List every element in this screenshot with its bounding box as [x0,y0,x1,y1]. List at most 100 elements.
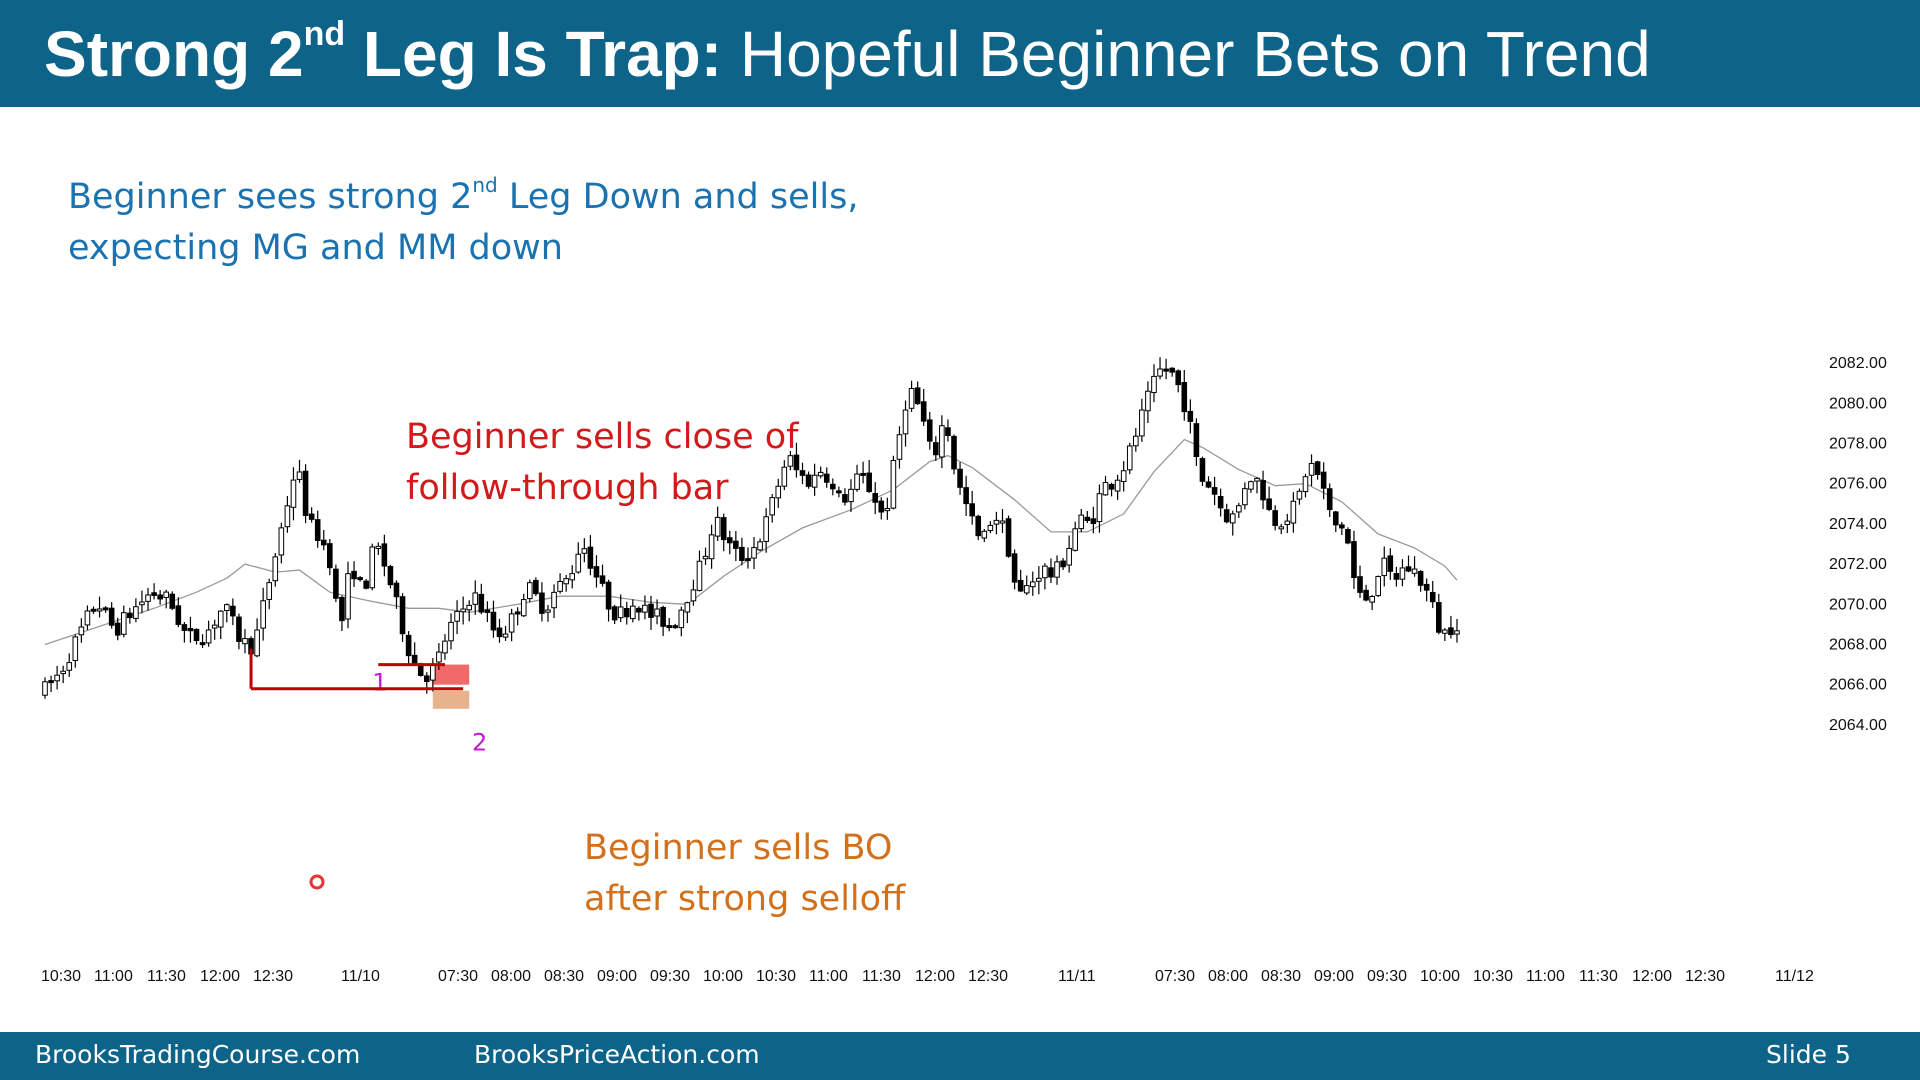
x-tick-label: 08:00 [1208,968,1248,985]
bear-bar [314,519,321,541]
candle [987,521,994,534]
candle [1248,480,1254,493]
bull-bar [890,459,897,509]
candle [296,459,303,483]
candle [278,522,285,564]
bull-bar [1145,390,1151,412]
bear-bar [1448,627,1454,636]
bull-bar [1229,513,1236,524]
bull-bar [684,602,691,613]
candle [1411,556,1418,577]
y-tick-label: 2076.00 [1829,476,1887,493]
candle [411,642,418,666]
candle [787,451,794,471]
bear-bar [1060,560,1066,568]
candle [793,442,800,478]
candle [157,590,163,605]
candle [860,461,866,484]
bear-bar [672,625,679,629]
candle [181,621,188,643]
bear-bar [1169,367,1175,373]
bull-bar [1411,568,1418,574]
candle [1120,461,1127,492]
candle [969,490,975,525]
candle [72,634,79,668]
candle [817,466,824,479]
moving-average-layer [44,438,1458,646]
x-tick-label: 11:00 [1526,968,1565,985]
candle [957,462,963,495]
bear-bar [193,628,200,642]
bear-bar [108,607,115,626]
candle [533,577,539,597]
bear-bar [393,582,400,598]
candle [1114,474,1121,500]
candle [1308,454,1315,487]
bear-bar [1163,368,1169,372]
bull-bar [145,594,151,602]
candle [48,675,54,693]
y-tick-label: 2064.00 [1829,717,1887,734]
candle [127,607,133,624]
candle [690,579,697,606]
bull-bar [66,662,73,671]
bull-bar [654,608,660,617]
candle [1332,510,1339,533]
bear-bar [175,605,182,625]
candle [842,488,848,506]
candle [551,584,557,619]
candle [108,602,115,629]
candle [187,616,194,643]
bull-bar [1296,490,1303,500]
bull-bar [993,519,1000,525]
bear-bar [1357,576,1363,593]
top-note-line1b: Leg Down and sells, [497,177,859,217]
bull-bar [502,633,509,638]
candle [848,479,854,513]
bear-bar [1393,573,1400,580]
candle [490,600,497,638]
bear-bar [539,592,545,614]
candle [405,631,412,665]
candle [139,590,145,614]
candle [581,538,588,563]
candle [514,607,521,626]
candle [726,530,733,555]
candle [1042,563,1048,590]
bull-bar [1381,557,1388,577]
bear-bar [926,419,933,442]
candle [478,583,485,615]
candle [823,467,830,488]
bull-bar [769,497,776,516]
bull-bar [1078,514,1085,530]
x-tick-label: 11:30 [1579,968,1618,985]
candle [1242,482,1248,510]
bull-bar [1284,520,1291,525]
bear-bar [405,634,412,657]
candle [193,628,200,645]
bull-bar [884,507,891,512]
x-tick-label: 09:00 [597,968,637,985]
candle [1454,619,1460,643]
bear-bar [1108,483,1115,490]
candle [1442,628,1448,642]
leg-lines: 12 [249,648,487,757]
candle [866,460,872,493]
candle [636,606,642,621]
candle [1363,584,1369,602]
bull-bar [751,547,757,559]
bull-bar [545,609,551,613]
title-sup: nd [303,15,346,53]
candle [696,550,703,592]
candle [920,389,927,426]
candle [520,593,527,618]
bear-bar [1017,579,1024,592]
bull-bar [939,425,945,458]
candle [1272,505,1278,531]
bull-bar [454,610,460,622]
candle [593,555,600,588]
bear-bar [1199,458,1206,482]
candle [908,380,915,412]
bear-bar [933,442,939,456]
bull-bar [581,548,588,554]
